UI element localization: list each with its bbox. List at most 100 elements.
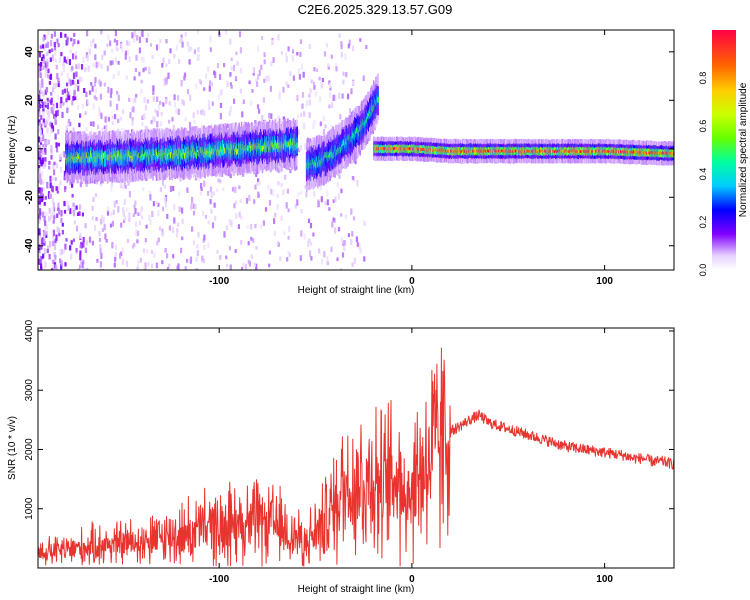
heatmap-cell [285, 202, 288, 209]
heatmap-cell [283, 231, 286, 235]
heatmap-cell [76, 105, 79, 110]
heatmap-cell [188, 59, 191, 65]
heatmap-cell [124, 184, 127, 189]
heatmap-cell [51, 176, 54, 182]
heatmap-cell [52, 240, 55, 247]
heatmap-cell [209, 199, 212, 205]
heatmap-cell [92, 38, 95, 44]
heatmap-cell [216, 63, 220, 69]
heatmap-cell [47, 139, 51, 145]
heatmap-cell [315, 68, 319, 73]
heatmap-cell [268, 112, 271, 119]
heatmap-cell [340, 41, 343, 47]
heatmap-cell [244, 263, 248, 270]
heatmap-cell [239, 199, 242, 203]
heatmap-cell [277, 181, 280, 186]
heatmap-cell [107, 34, 110, 40]
heatmap-cell [121, 207, 125, 213]
heatmap-cell [71, 100, 74, 106]
heatmap-cell [38, 122, 41, 127]
heatmap-cell [207, 191, 210, 196]
heatmap-cell [220, 89, 223, 96]
heatmap-cell [73, 38, 76, 45]
heatmap-cell [63, 151, 66, 158]
heatmap-cell [143, 97, 146, 104]
heatmap-cell [322, 129, 325, 135]
heatmap-cell [292, 75, 295, 81]
heatmap-cell [273, 218, 276, 225]
heatmap-cell [324, 124, 327, 129]
heatmap-cell [196, 110, 199, 115]
heatmap-cell [40, 245, 43, 250]
heatmap-cell [49, 182, 52, 189]
heatmap-cell [344, 53, 347, 60]
heatmap-cell [55, 65, 58, 70]
heatmap-cell [109, 93, 113, 99]
heatmap-cell [308, 43, 311, 49]
heatmap-cell [332, 94, 335, 102]
heatmap-cell [51, 104, 54, 109]
heatmap-cell [355, 236, 358, 243]
heatmap-cell [41, 149, 44, 155]
heatmap-cell [256, 46, 260, 53]
heatmap-cell [352, 80, 355, 86]
heatmap-cell [151, 54, 154, 60]
heatmap-cell [338, 174, 341, 179]
heatmap-cell [127, 181, 130, 186]
heatmap-cell [103, 50, 106, 56]
heatmap-cell [64, 186, 67, 190]
heatmap-cell [91, 85, 94, 92]
heatmap-cell [314, 91, 317, 97]
heatmap-cell [177, 95, 180, 101]
heatmap-cell [365, 45, 368, 50]
heatmap-cell [273, 231, 276, 237]
heatmap-cell [248, 80, 251, 85]
heatmap-cell [321, 258, 324, 265]
heatmap-cell [56, 163, 59, 169]
heatmap-cell [173, 53, 176, 59]
heatmap-cell [53, 113, 56, 119]
heatmap-cell [147, 66, 150, 72]
heatmap-cell [287, 46, 290, 52]
heatmap-cell [256, 81, 259, 87]
heatmap-cell [312, 232, 315, 237]
heatmap-cell [189, 256, 193, 262]
heatmap-cell [268, 199, 272, 206]
heatmap-cell [336, 257, 339, 262]
heatmap-cell [145, 38, 148, 43]
heatmap-cell [95, 61, 98, 68]
heatmap-cell [193, 119, 196, 124]
heatmap-cell [94, 88, 97, 94]
heatmap-cell [121, 247, 124, 254]
heatmap-cell [81, 261, 84, 269]
heatmap-cell [38, 236, 41, 243]
heatmap-cell [42, 133, 45, 141]
heatmap-cell [59, 249, 62, 256]
heatmap-cell [144, 238, 147, 243]
heatmap-cell [54, 58, 57, 63]
heatmap-cell [240, 240, 243, 245]
heatmap-cell [53, 82, 56, 88]
heatmap-cell [269, 85, 272, 92]
heatmap-cell [305, 192, 308, 198]
heatmap-cell [329, 82, 332, 89]
heatmap-cell [51, 186, 54, 193]
heatmap-cell [313, 67, 316, 72]
heatmap-cell [106, 209, 110, 216]
heatmap-cell [274, 212, 277, 218]
heatmap-cell [294, 203, 297, 209]
heatmap-cell [144, 240, 147, 245]
heatmap-cell [297, 68, 300, 74]
heatmap-cell [171, 226, 174, 234]
heatmap-cell [51, 105, 54, 111]
heatmap-cell [100, 112, 103, 120]
heatmap-cell [300, 63, 304, 71]
heatmap-cell [196, 54, 199, 61]
heatmap-cell [100, 252, 103, 260]
heatmap-cell [45, 224, 48, 230]
heatmap-cell [216, 188, 219, 193]
heatmap-cell [342, 71, 345, 76]
heatmap-cell [47, 109, 50, 116]
heatmap-cell [251, 89, 254, 93]
heatmap-cell [197, 47, 200, 53]
